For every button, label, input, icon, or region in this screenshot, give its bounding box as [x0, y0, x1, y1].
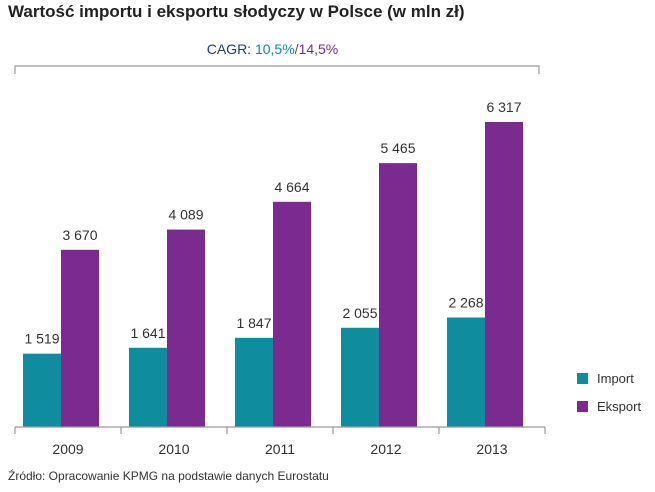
- bars-group: [23, 122, 523, 428]
- x-tick-label: 2013: [476, 441, 507, 457]
- x-tick-label: 2009: [52, 441, 83, 457]
- x-tick-label: 2010: [158, 441, 189, 457]
- data-label-import: 2 268: [448, 294, 483, 310]
- cagr-separator: /: [294, 41, 299, 57]
- value-labels-group: 1 519 3 670 1 641 4 089 1 847 4 664 2 055 5 465…: [24, 99, 521, 347]
- legend: Import Eksport: [577, 371, 641, 414]
- bar-import: [23, 353, 61, 427]
- data-label-import: 1 641: [130, 325, 165, 341]
- data-label-export: 6 317: [486, 99, 521, 115]
- data-label-import: 1 519: [24, 331, 59, 347]
- legend-import-swatch: [577, 373, 588, 384]
- bar-export: [167, 229, 205, 427]
- cagr-label: CAGR:: [206, 41, 252, 57]
- legend-export-label: Eksport: [597, 399, 641, 414]
- legend-export-swatch: [577, 401, 588, 412]
- cagr-export-value: 14,5%: [298, 41, 339, 57]
- bar-import: [447, 317, 485, 427]
- data-label-export: 4 664: [274, 179, 309, 195]
- data-label-export: 3 670: [62, 227, 97, 243]
- x-tick-label: 2011: [265, 441, 295, 457]
- category-labels-group: 2009 2010 2011 2012 2013: [52, 441, 507, 457]
- x-tick-label: 2012: [370, 441, 401, 457]
- bar-import: [235, 337, 273, 427]
- data-label-export: 5 465: [380, 140, 415, 156]
- cagr-annotation: CAGR: 10,5%/14,5%: [0, 41, 545, 57]
- bar-export: [61, 249, 99, 427]
- bar-export: [485, 122, 523, 427]
- source-note: Źródło: Opracowanie KPMG na podstawie da…: [8, 469, 329, 483]
- bar-export: [379, 163, 417, 428]
- bar-import: [341, 327, 379, 427]
- cagr-bracket: [14, 65, 540, 74]
- bar-import: [129, 347, 167, 427]
- x-ticks-group: [14, 427, 546, 434]
- cagr-import-value: 10,5%: [254, 41, 295, 57]
- chart-title: Wartość importu i eksportu słodyczy w Po…: [8, 2, 465, 21]
- data-label-import: 2 055: [342, 305, 377, 321]
- data-label-import: 1 847: [236, 315, 271, 331]
- data-label-export: 4 089: [168, 207, 203, 223]
- bar-export: [273, 201, 311, 427]
- legend-import-label: Import: [597, 371, 634, 386]
